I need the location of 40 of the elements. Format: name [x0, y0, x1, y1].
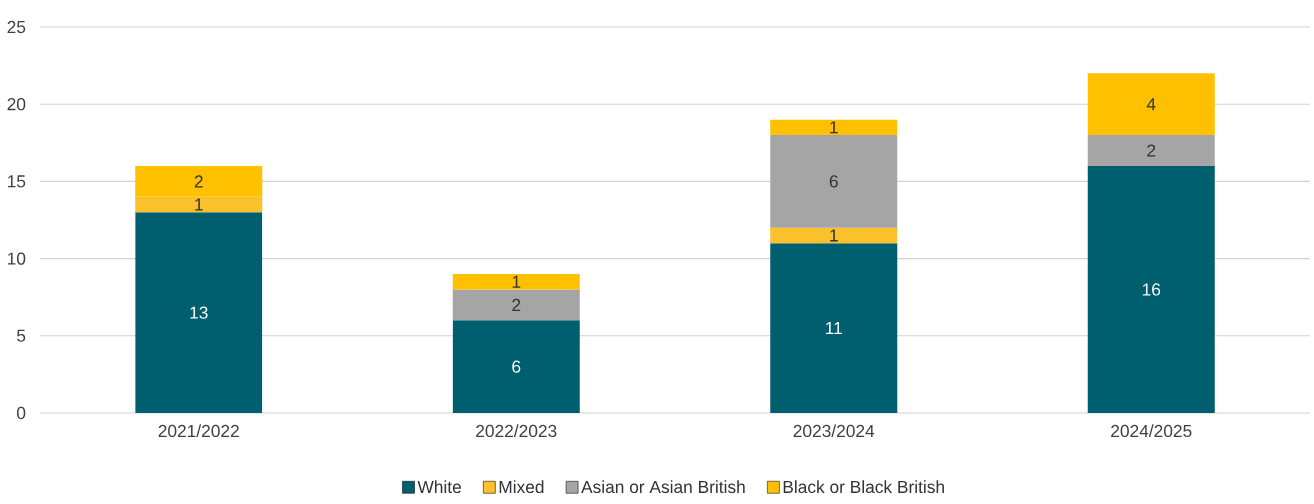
x-tick-label: 2023/2024 [793, 424, 875, 438]
y-tick-label: 0 [16, 406, 26, 420]
data-label: 13 [190, 306, 208, 319]
data-label: 2 [512, 298, 521, 311]
bar [770, 243, 898, 413]
y-tick-label: 15 [8, 175, 26, 188]
legend-label: Asian or Asian British [581, 480, 745, 494]
bar [135, 212, 263, 413]
y-tick-label: 10 [8, 252, 26, 265]
data-label: 6 [512, 360, 521, 373]
legend-label: Black or Black British [783, 480, 944, 494]
bar [1087, 165, 1215, 413]
bar [770, 135, 898, 228]
data-label: 16 [1142, 283, 1161, 296]
y-tick-label: 20 [7, 98, 26, 111]
bar [135, 196, 263, 213]
bar [770, 227, 898, 244]
x-tick-label: 2021/2022 [158, 424, 239, 438]
y-tick-label: 5 [17, 329, 26, 342]
data-label: 6 [829, 175, 838, 188]
y-tick-label: 25 [7, 20, 26, 34]
legend-label: White [417, 480, 461, 494]
data-label: 2 [1147, 144, 1156, 157]
data-label: 4 [1146, 98, 1156, 111]
legend-label: Mixed [499, 480, 544, 494]
x-tick-label: 2022/2023 [476, 424, 557, 438]
x-tick-label: 2024/2025 [1111, 424, 1192, 438]
bar [770, 119, 898, 136]
bar [135, 165, 263, 197]
data-label: 1 [195, 198, 203, 211]
bar [452, 320, 580, 413]
data-label: 1 [830, 229, 838, 242]
bar [1087, 135, 1215, 166]
bar [452, 274, 580, 290]
data-label: 11 [826, 322, 842, 335]
bar [452, 289, 580, 321]
data-label: 1 [830, 121, 838, 134]
data-label: 1 [512, 275, 521, 288]
data-label: 2 [194, 175, 203, 188]
bar [1087, 73, 1215, 136]
